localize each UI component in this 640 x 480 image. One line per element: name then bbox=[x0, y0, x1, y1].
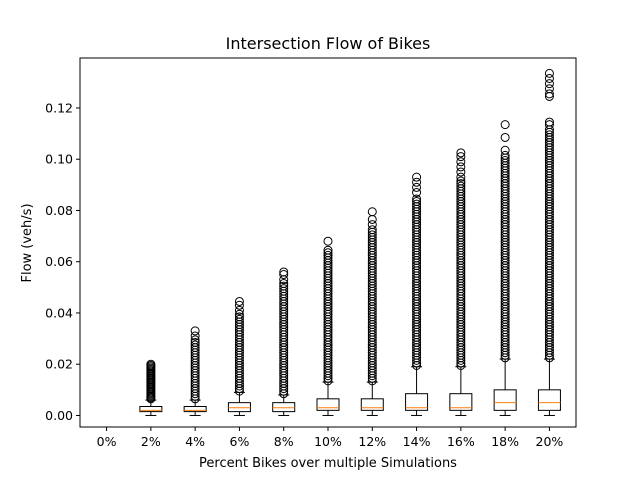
y-tick-label: 0.08 bbox=[45, 203, 73, 218]
flier-point bbox=[456, 176, 466, 186]
flier-point bbox=[412, 172, 422, 182]
flier-point bbox=[456, 148, 466, 158]
x-tick-label: 18% bbox=[491, 434, 519, 449]
flier-point bbox=[500, 156, 510, 165]
x-axis-label: Percent Bikes over multiple Simulations bbox=[199, 456, 457, 471]
x-tick-label: 14% bbox=[403, 434, 431, 449]
flier-point bbox=[544, 120, 554, 130]
flier-point bbox=[456, 167, 466, 177]
flier-point bbox=[323, 245, 333, 255]
box-4% bbox=[183, 326, 207, 416]
y-axis-label: Flow (veh/s) bbox=[20, 203, 35, 282]
flier-point bbox=[456, 162, 466, 172]
box-14% bbox=[405, 172, 429, 416]
box-20% bbox=[537, 68, 561, 416]
flier-point bbox=[544, 79, 554, 89]
iqr-box bbox=[405, 393, 429, 411]
box-12% bbox=[360, 207, 384, 416]
x-tick-label: 2% bbox=[141, 434, 161, 449]
flier-point bbox=[500, 132, 510, 142]
flier-point bbox=[544, 130, 554, 140]
flier-point bbox=[412, 199, 422, 209]
iqr-box bbox=[537, 389, 561, 411]
box-10% bbox=[316, 236, 340, 416]
flier-point bbox=[456, 179, 466, 189]
flier-point bbox=[456, 172, 466, 182]
y-tick-label: 0.12 bbox=[45, 100, 73, 115]
flier-point bbox=[323, 236, 333, 246]
box-16% bbox=[449, 148, 473, 416]
flier-point bbox=[234, 305, 244, 315]
iqr-box bbox=[227, 402, 251, 413]
flier-point bbox=[412, 194, 422, 204]
flier-point bbox=[190, 326, 200, 336]
flier-point bbox=[367, 220, 377, 230]
flier-point bbox=[412, 177, 422, 187]
flier-point bbox=[500, 150, 510, 160]
flier-point bbox=[234, 314, 244, 324]
flier-point bbox=[323, 250, 333, 260]
iqr-box bbox=[493, 389, 517, 411]
iqr-box bbox=[360, 398, 384, 411]
x-tick-label: 8% bbox=[274, 434, 294, 449]
flier-point bbox=[234, 309, 244, 319]
flier-point bbox=[367, 214, 377, 224]
x-tick-label: 0% bbox=[97, 434, 117, 449]
flier-point bbox=[367, 207, 377, 217]
box-8% bbox=[272, 267, 296, 416]
iqr-box bbox=[449, 393, 473, 411]
x-tick-label: 12% bbox=[358, 434, 386, 449]
flier-point bbox=[234, 296, 244, 306]
flier-point bbox=[323, 248, 333, 258]
iqr-box bbox=[272, 402, 296, 413]
x-tick-label: 10% bbox=[314, 434, 342, 449]
flier-point bbox=[367, 230, 377, 240]
flier-point bbox=[456, 152, 466, 162]
x-tick-label: 6% bbox=[230, 434, 250, 449]
box-6% bbox=[227, 296, 251, 416]
box-18% bbox=[493, 120, 517, 416]
box-2% bbox=[139, 359, 163, 416]
y-tick-label: 0.10 bbox=[45, 152, 73, 167]
flier-point bbox=[190, 340, 200, 350]
flier-point bbox=[190, 335, 200, 345]
flier-point bbox=[412, 188, 422, 198]
x-tick-label: 16% bbox=[447, 434, 475, 449]
y-tick-label: 0.06 bbox=[45, 254, 73, 269]
iqr-box bbox=[316, 398, 340, 411]
flier-point bbox=[456, 181, 466, 191]
flier-point bbox=[500, 120, 510, 130]
flier-point bbox=[234, 312, 244, 322]
flier-point bbox=[190, 337, 200, 347]
y-tick-label: 0.02 bbox=[45, 357, 73, 372]
flier-point bbox=[190, 331, 200, 341]
flier-point bbox=[500, 145, 510, 155]
flier-point bbox=[544, 89, 554, 99]
chart-title: Intersection Flow of Bikes bbox=[226, 34, 431, 53]
x-tick-label: 4% bbox=[185, 434, 205, 449]
flier-point bbox=[279, 267, 289, 277]
iqr-box bbox=[183, 406, 207, 413]
flier-point bbox=[279, 270, 289, 280]
flier-point bbox=[412, 182, 422, 192]
flier-point bbox=[456, 157, 466, 167]
plot-area: 0.00 0.02 0.04 0.06 0.08 0.10 0.12 0% 2% 4% 6% 8% 10… bbox=[45, 57, 577, 449]
flier-point bbox=[367, 225, 377, 235]
flier-point bbox=[544, 117, 554, 127]
flier-point bbox=[279, 279, 289, 288]
x-tick-label: 20% bbox=[536, 434, 564, 449]
flier-point bbox=[544, 84, 554, 94]
flier-point bbox=[544, 68, 554, 78]
iqr-box bbox=[139, 406, 163, 413]
y-tick-label: 0.00 bbox=[45, 408, 73, 423]
flier-point bbox=[234, 300, 244, 310]
y-tick-label: 0.04 bbox=[45, 305, 73, 320]
flier-point bbox=[544, 74, 554, 83]
flier-point bbox=[279, 281, 289, 291]
flier-point bbox=[146, 359, 156, 369]
flier-point bbox=[412, 197, 422, 206]
flier-point bbox=[279, 284, 289, 294]
